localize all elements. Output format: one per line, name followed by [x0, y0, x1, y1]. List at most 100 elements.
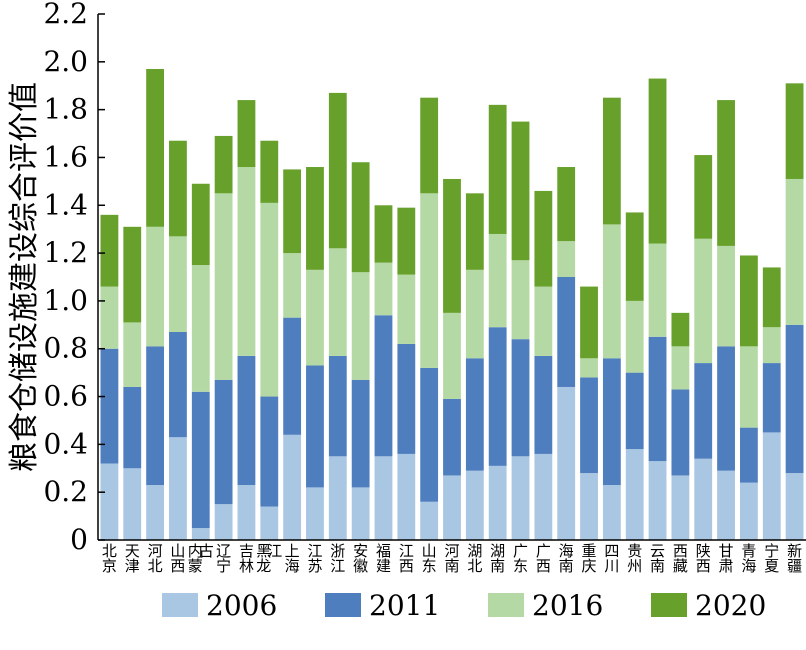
- x-tick-label: 北京: [102, 542, 117, 575]
- x-tick-label: 安徽: [353, 542, 368, 575]
- y-tick-label: 1.2: [43, 236, 88, 269]
- bar-2011-吉林: [237, 355, 256, 486]
- bar-2011-上海: [283, 317, 302, 435]
- bar-2011-福建: [374, 315, 393, 457]
- bar-2020-四川: [602, 97, 621, 225]
- bar-2016-吉林: [237, 167, 256, 356]
- bar-2016-辽宁: [214, 193, 233, 380]
- bar-2011-辽宁: [214, 379, 233, 505]
- bar-2006-海南: [557, 386, 576, 540]
- x-tick-label: 云南: [650, 542, 665, 575]
- bar-2006-湖北: [465, 470, 484, 540]
- x-tick-label: 吉林: [239, 542, 254, 575]
- bar-2020-青海: [739, 255, 758, 347]
- bar-2020-山东: [420, 97, 439, 194]
- legend-label-2006: 2006: [206, 589, 277, 622]
- bar-2011-山东: [420, 367, 439, 502]
- bar-2011-河北: [146, 346, 165, 486]
- bar-2011-湖北: [465, 358, 484, 471]
- bar-2006-江苏: [306, 487, 324, 540]
- bar-2011-新疆: [785, 324, 804, 474]
- bar-2016-山西: [169, 236, 187, 332]
- x-tick-label: 贵州: [627, 542, 642, 575]
- bar-2020-湖北: [465, 193, 484, 270]
- bar-2006-重庆: [580, 473, 598, 540]
- bar-2016-广西: [534, 286, 553, 356]
- bar-2006-吉林: [237, 485, 256, 540]
- bar-2011-云南: [648, 336, 667, 462]
- bar-2006-河南: [443, 475, 461, 540]
- x-tick-label: 湖南: [490, 542, 505, 575]
- bar-2006-辽宁: [214, 504, 233, 540]
- y-tick-label: 0: [70, 523, 88, 556]
- bar-2011-天津: [123, 386, 142, 469]
- bar-2016-甘肃: [717, 245, 735, 347]
- bar-2016-内蒙古: [191, 265, 210, 392]
- bar-2006-贵州: [625, 449, 644, 540]
- x-tick-label: 上海: [285, 542, 300, 575]
- x-tick-label: 山西: [170, 542, 185, 575]
- y-tick-label: 1.8: [43, 93, 88, 126]
- bar-2006-北京: [100, 463, 119, 540]
- bar-2016-青海: [739, 346, 758, 428]
- bar-2006-湖南: [488, 465, 507, 540]
- bar-2016-西藏: [671, 346, 690, 390]
- bar-2011-四川: [602, 358, 621, 486]
- bar-2016-宁夏: [762, 327, 781, 364]
- bar-2020-江西: [397, 207, 416, 275]
- bar-2016-浙江: [328, 248, 347, 356]
- legend-swatch-2016: [488, 593, 524, 617]
- x-tick-label: 甘肃: [719, 542, 734, 575]
- y-tick-label: 1.6: [43, 140, 88, 173]
- bar-2006-河北: [146, 485, 165, 540]
- bar-2020-江苏: [306, 167, 324, 270]
- bar-2006-江西: [397, 453, 416, 540]
- bar-2016-贵州: [625, 300, 644, 373]
- bar-2006-内蒙古: [191, 528, 210, 540]
- x-tick-label: 福建: [376, 542, 391, 575]
- bar-2011-贵州: [625, 372, 644, 450]
- bar-2020-宁夏: [762, 267, 781, 328]
- bar-2011-青海: [739, 427, 758, 483]
- y-tick-label: 1.0: [43, 284, 88, 317]
- x-tick-label: 广西: [536, 542, 551, 575]
- bar-2020-上海: [283, 169, 302, 254]
- bar-2006-西藏: [671, 475, 690, 540]
- bar-2011-江西: [397, 343, 416, 454]
- legend-swatch-2011: [325, 593, 361, 617]
- bar-2011-宁夏: [762, 363, 781, 433]
- bar-2016-福建: [374, 262, 393, 316]
- bar-2020-辽宁: [214, 135, 233, 194]
- bar-2011-浙江: [328, 355, 347, 457]
- bar-2011-广东: [511, 339, 530, 457]
- x-tick-label: 河南: [444, 542, 459, 575]
- x-tick-label: 江苏: [307, 542, 322, 575]
- x-tick-label: 西藏: [673, 542, 688, 575]
- x-tick-label: 新疆: [787, 542, 802, 575]
- x-tick-label: 河北: [148, 542, 163, 575]
- bar-2011-黑龙江: [260, 396, 279, 507]
- bar-2020-广西: [534, 190, 553, 287]
- y-axis-label: 粮食仓储设施建设综合评价值: [7, 82, 42, 472]
- bar-2016-河南: [443, 312, 461, 399]
- bar-2020-山西: [169, 140, 187, 237]
- bar-2016-湖北: [465, 269, 484, 359]
- bar-2006-宁夏: [762, 432, 781, 540]
- y-tick-label: 2.0: [43, 45, 88, 78]
- bar-2006-山东: [420, 501, 439, 540]
- legend-swatch-2006: [162, 593, 198, 617]
- bar-2006-广东: [511, 456, 530, 540]
- bar-2016-云南: [648, 243, 667, 337]
- bar-2020-内蒙古: [191, 183, 210, 266]
- bar-2020-河北: [146, 68, 165, 227]
- legend-swatch-2020: [651, 593, 687, 617]
- bar-2016-广东: [511, 260, 530, 340]
- x-tick-label: 辽宁: [216, 542, 231, 575]
- x-tick-label: 青海: [741, 542, 756, 575]
- bar-2006-广西: [534, 453, 553, 540]
- bar-2020-黑龙江: [260, 140, 279, 203]
- bar-2006-四川: [602, 485, 621, 540]
- bar-2006-安徽: [351, 487, 370, 540]
- bar-2020-广东: [511, 121, 530, 261]
- bar-2020-北京: [100, 214, 119, 287]
